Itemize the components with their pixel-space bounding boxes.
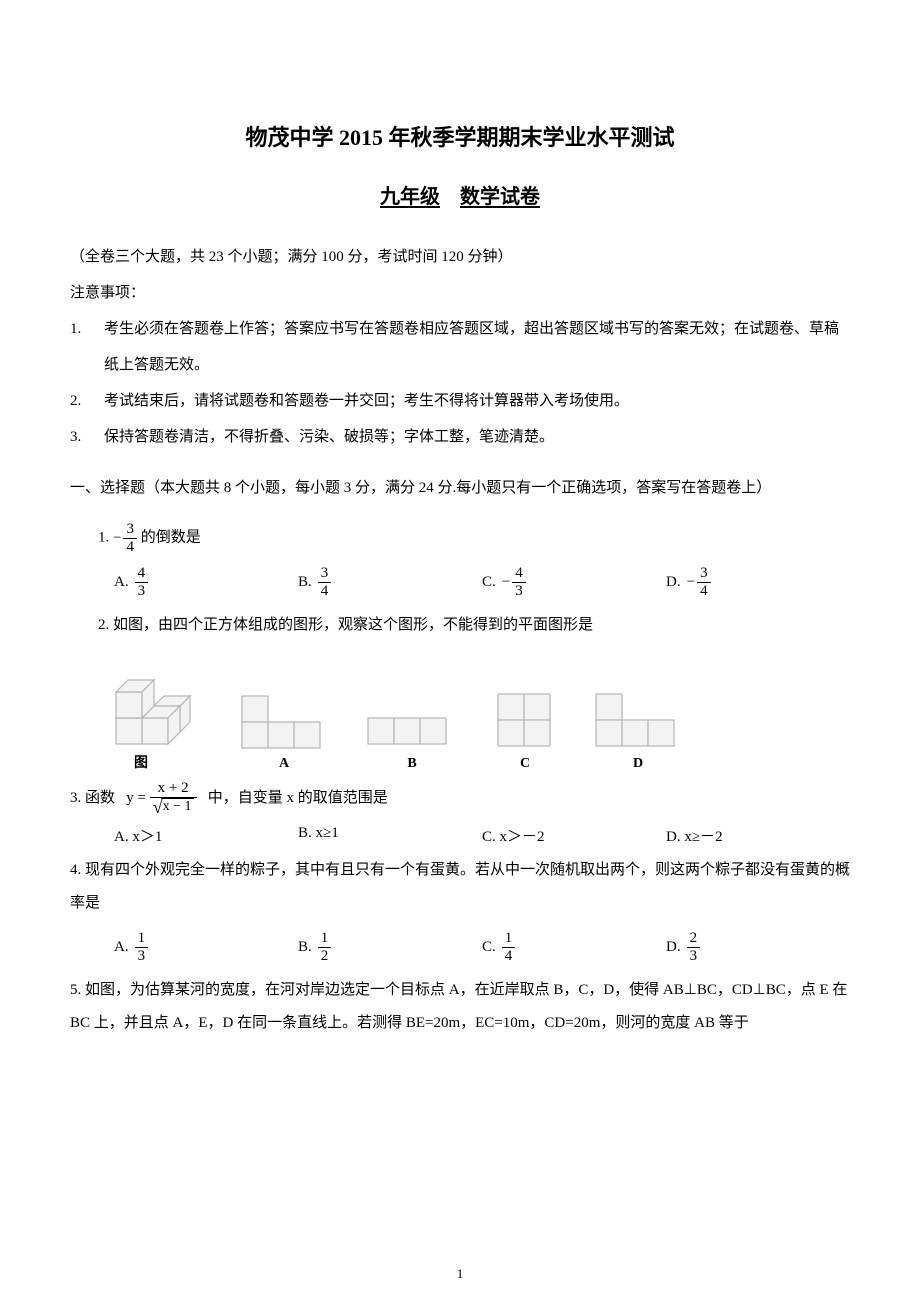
q4-options: A. 1 3 B. 1 2 C. 1 4 D. 2 3	[70, 930, 850, 964]
q4-option-d: D. 2 3	[666, 930, 850, 964]
notice-text: 考生必须在答题卷上作答；答案应书写在答题卷相应答题区域，超出答题区域书写的答案无…	[104, 311, 850, 383]
q3-suffix: 中，自变量 x 的取值范围是	[208, 790, 388, 806]
question-2: 2. 如图，由四个正方体组成的图形，观察这个图形，不能得到的平面图形是	[70, 609, 850, 642]
notice-number: 1.	[70, 311, 104, 347]
q3-option-d: D. x≥－2	[666, 825, 850, 846]
notice-number: 2.	[70, 383, 104, 419]
q2-option-b-icon	[362, 710, 462, 750]
q1-option-a: A. 4 3	[114, 565, 298, 599]
figure-caption: C	[520, 756, 530, 772]
notice-list: 1. 考生必须在答题卷上作答；答案应书写在答题卷相应答题区域，超出答题区域书写的…	[70, 311, 850, 455]
question-4: 4. 现有四个外观完全一样的粽子，其中有且只有一个有蛋黄。若从中一次随机取出两个…	[70, 854, 850, 920]
exam-info: （全卷三个大题，共 23 个小题；满分 100 分，考试时间 120 分钟）	[70, 239, 850, 275]
question-5: 5. 如图，为估算某河的宽度，在河对岸边选定一个目标点 A，在近岸取点 B，C，…	[70, 974, 850, 1040]
q2-option-d-icon	[588, 686, 688, 750]
notice-text: 保持答题卷清洁，不得折叠、污染、破损等；字体工整，笔迹清楚。	[104, 419, 554, 455]
q4-option-b: B. 1 2	[298, 930, 482, 964]
q1-option-b: B. 3 4	[298, 565, 482, 599]
section-heading: 一、选择题（本大题共 8 个小题，每小题 3 分，满分 24 分.每小题只有一个…	[70, 470, 850, 506]
notice-item: 1. 考生必须在答题卷上作答；答案应书写在答题卷相应答题区域，超出答题区域书写的…	[70, 311, 850, 383]
question-3: 3. 函数 y = x + 2 √ x − 1 中，自变量 x 的取值范围是	[70, 780, 850, 817]
q2-figure-c: C	[490, 686, 560, 772]
q2-option-a-icon	[234, 686, 334, 750]
q1-option-c: C. − 4 3	[482, 565, 666, 599]
q2-figures: 图 A B	[70, 666, 850, 772]
q2-figure-d: D	[588, 686, 688, 772]
q1-options: A. 4 3 B. 3 4 C. − 4 3 D. −	[70, 565, 850, 599]
q1-option-d: D. − 3 4	[666, 565, 850, 599]
notice-item: 2. 考试结束后，请将试题卷和答题卷一并交回；考生不得将计算器带入考场使用。	[70, 383, 850, 419]
q3-equation: y = x + 2 √ x − 1	[126, 780, 196, 817]
q2-figure-a: A	[234, 686, 334, 772]
q3-options: A. x＞1 B. x≥1 C. x＞－2 D. x≥－2	[70, 825, 850, 846]
q4-option-c: C. 1 4	[482, 930, 666, 964]
title-grade: 九年级	[380, 186, 440, 208]
cube-figure-icon	[76, 666, 206, 746]
q1-value: − 3 4	[113, 521, 137, 555]
notice-label: 注意事项：	[70, 275, 850, 311]
q1-suffix: 的倒数是	[141, 529, 201, 545]
q3-option-a: A. x＞1	[114, 825, 298, 846]
notice-number: 3.	[70, 419, 104, 455]
title-subject: 数学试卷	[460, 186, 540, 208]
q2-option-c-icon	[490, 686, 560, 750]
notice-text: 考试结束后，请将试题卷和答题卷一并交回；考生不得将计算器带入考场使用。	[104, 383, 629, 419]
notice-item: 3. 保持答题卷清洁，不得折叠、污染、破损等；字体工整，笔迹清楚。	[70, 419, 850, 455]
q2-figure-main: 图	[76, 666, 206, 772]
page-number: 1	[0, 1266, 920, 1282]
q3-option-b: B. x≥1	[298, 825, 482, 846]
q4-option-a: A. 1 3	[114, 930, 298, 964]
figure-caption: B	[407, 756, 416, 772]
q3-prefix: 3. 函数	[70, 790, 115, 806]
figure-caption: 图	[134, 752, 148, 772]
title-main: 物茂中学 2015 年秋季学期期末学业水平测试	[70, 120, 850, 152]
figure-caption: A	[279, 756, 289, 772]
q2-figure-b: B	[362, 710, 462, 772]
exam-page: 物茂中学 2015 年秋季学期期末学业水平测试 九年级 数学试卷 （全卷三个大题…	[0, 0, 920, 1302]
figure-caption: D	[633, 756, 643, 772]
question-1: 1. − 3 4 的倒数是	[70, 521, 850, 555]
title-sub: 九年级 数学试卷	[70, 180, 850, 209]
q1-prefix: 1.	[98, 529, 109, 545]
q3-option-c: C. x＞－2	[482, 825, 666, 846]
